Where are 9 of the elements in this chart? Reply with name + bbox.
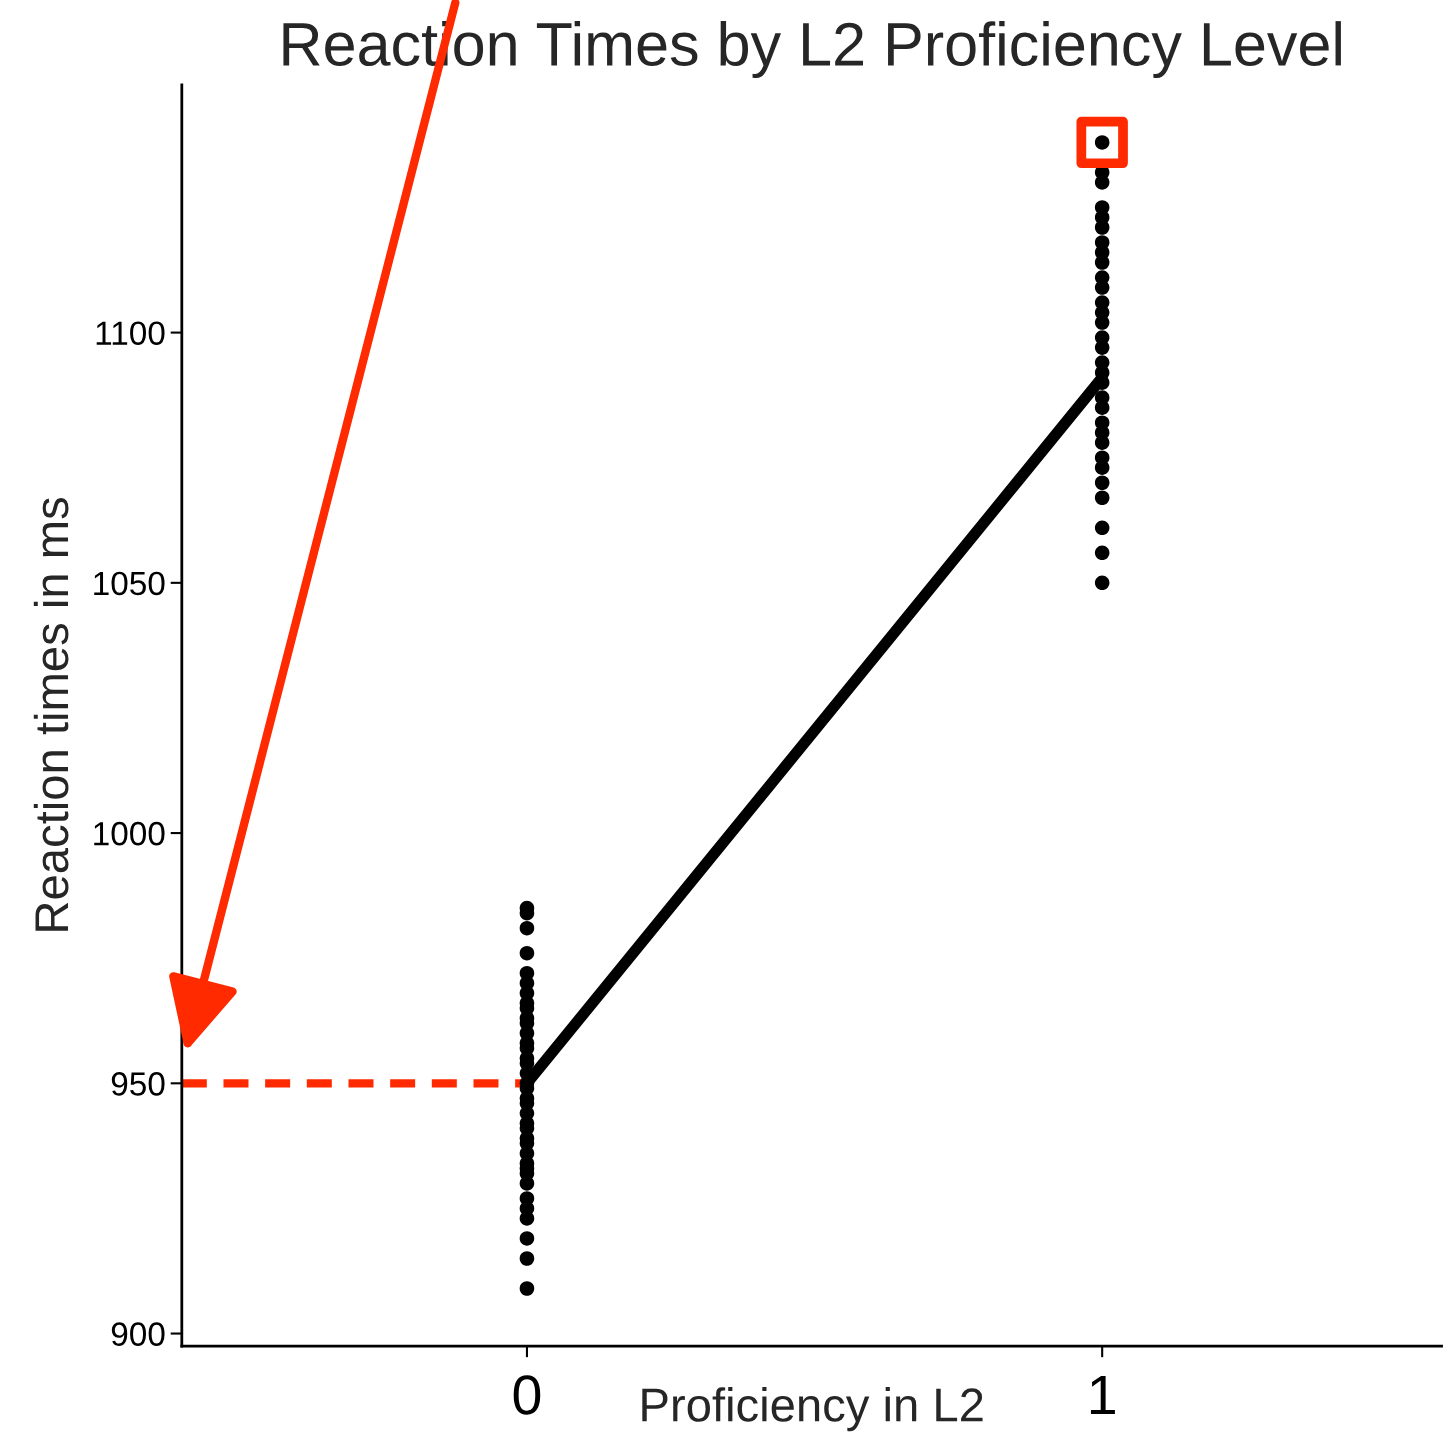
x-tick-label: 0 xyxy=(513,1375,541,1415)
y-tick-label: 900 xyxy=(111,1322,165,1346)
x-tick-label: 1 xyxy=(1090,1375,1115,1415)
y-axis-title: Reaction times in ms xyxy=(33,498,69,931)
y-tick-label: 1050 xyxy=(94,571,165,596)
y-tick-label: 950 xyxy=(111,1072,165,1096)
x-axis-title: Proficiency in L2 xyxy=(642,1387,983,1432)
y-tick-label: 1100 xyxy=(96,321,165,345)
y-tick-label: 1000 xyxy=(94,821,165,846)
